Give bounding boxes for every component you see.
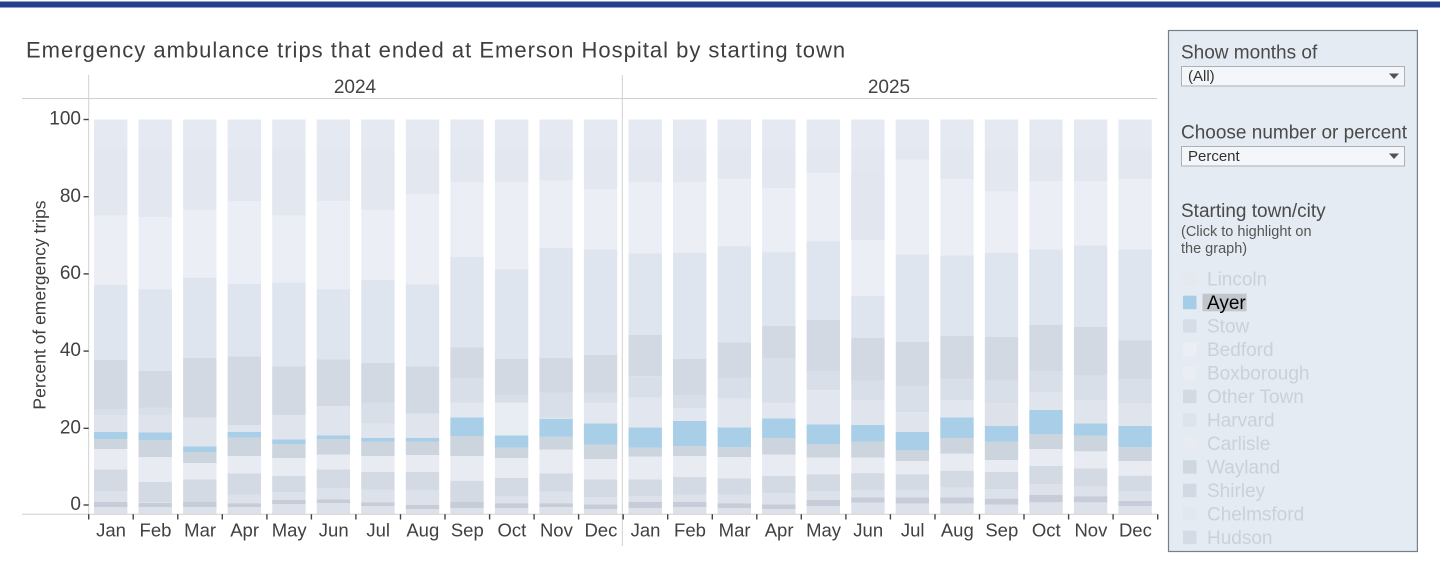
- svg-text:Show months of: Show months of: [1181, 43, 1318, 64]
- svg-text:Aug: Aug: [941, 520, 974, 541]
- svg-text:Apr: Apr: [765, 520, 794, 541]
- svg-text:Mar: Mar: [719, 520, 751, 541]
- svg-text:Jun: Jun: [853, 520, 883, 541]
- svg-text:100: 100: [49, 109, 81, 130]
- svg-text:the graph): the graph): [1181, 241, 1247, 257]
- svg-text:Mar: Mar: [184, 520, 216, 541]
- svg-text:Dec: Dec: [584, 520, 617, 541]
- svg-text:Harvard: Harvard: [1207, 410, 1275, 431]
- svg-text:Bedford: Bedford: [1207, 340, 1274, 361]
- svg-text:Hudson: Hudson: [1207, 528, 1273, 549]
- svg-text:Oct: Oct: [498, 520, 527, 541]
- svg-text:(All): (All): [1188, 68, 1215, 85]
- svg-text:Chelmsford: Chelmsford: [1207, 504, 1304, 525]
- svg-text:Starting town/city: Starting town/city: [1181, 201, 1326, 222]
- svg-text:60: 60: [60, 263, 81, 284]
- svg-text:Percent: Percent: [1188, 148, 1241, 165]
- svg-text:Dec: Dec: [1119, 520, 1152, 541]
- svg-text:Jan: Jan: [96, 520, 126, 541]
- svg-text:20: 20: [60, 417, 81, 438]
- svg-text:Aug: Aug: [406, 520, 439, 541]
- svg-text:Stow: Stow: [1207, 316, 1250, 337]
- svg-text:Carlisle: Carlisle: [1207, 434, 1270, 455]
- svg-text:May: May: [272, 520, 308, 541]
- svg-text:May: May: [806, 520, 842, 541]
- svg-text:Choose number or percent: Choose number or percent: [1181, 123, 1408, 144]
- svg-text:40: 40: [60, 340, 81, 361]
- svg-text:Nov: Nov: [1074, 520, 1108, 541]
- svg-text:Jun: Jun: [319, 520, 349, 541]
- svg-text:Nov: Nov: [540, 520, 574, 541]
- svg-text:Jul: Jul: [901, 520, 925, 541]
- svg-text:Feb: Feb: [140, 520, 172, 541]
- svg-text:Percent of emergency trips: Percent of emergency trips: [30, 200, 50, 409]
- svg-text:Boxborough: Boxborough: [1207, 363, 1309, 384]
- svg-text:0: 0: [70, 494, 81, 515]
- svg-text:Apr: Apr: [230, 520, 259, 541]
- svg-text:Shirley: Shirley: [1207, 481, 1266, 502]
- svg-text:Feb: Feb: [674, 520, 706, 541]
- svg-text:Emergency ambulance trips that: Emergency ambulance trips that ended at …: [26, 37, 846, 62]
- svg-text:80: 80: [60, 186, 81, 207]
- svg-text:Sep: Sep: [985, 520, 1018, 541]
- svg-text:2025: 2025: [868, 77, 910, 98]
- svg-text:(Click to highlight on: (Click to highlight on: [1181, 224, 1312, 240]
- svg-text:Sep: Sep: [451, 520, 484, 541]
- svg-text:Ayer: Ayer: [1207, 293, 1246, 314]
- svg-text:Oct: Oct: [1032, 520, 1061, 541]
- svg-text:Wayland: Wayland: [1207, 457, 1280, 478]
- svg-text:Jul: Jul: [366, 520, 390, 541]
- svg-text:Lincoln: Lincoln: [1207, 269, 1267, 290]
- svg-text:Jan: Jan: [631, 520, 661, 541]
- svg-text:Other Town: Other Town: [1207, 387, 1304, 408]
- svg-text:2024: 2024: [334, 77, 377, 98]
